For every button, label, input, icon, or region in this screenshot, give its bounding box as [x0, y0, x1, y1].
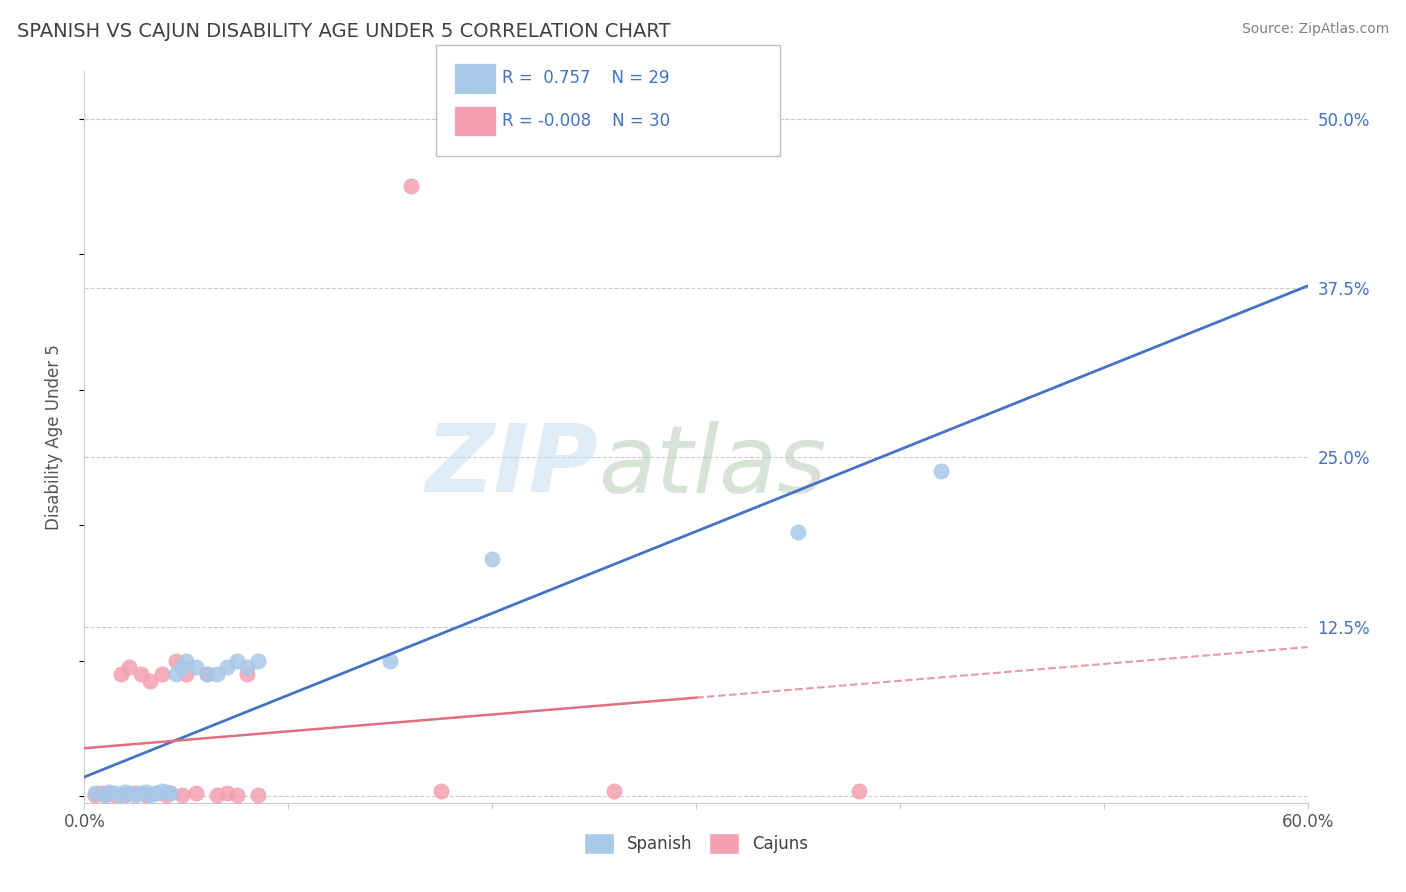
- Point: [205, 667, 228, 681]
- Point: [226, 654, 249, 668]
- Point: [165, 667, 187, 681]
- Point: [186, 660, 208, 674]
- Point: [138, 788, 160, 802]
- Point: [90, 786, 112, 800]
- Point: [131, 786, 153, 800]
- Point: [93, 788, 115, 802]
- Point: [83, 788, 105, 802]
- Point: [236, 660, 259, 674]
- Point: [481, 552, 503, 566]
- Point: [110, 667, 132, 681]
- Point: [118, 786, 141, 800]
- Point: [114, 785, 136, 799]
- Point: [246, 788, 269, 802]
- Text: R =  0.757    N = 29: R = 0.757 N = 29: [502, 70, 669, 87]
- Point: [226, 788, 249, 802]
- Text: atlas: atlas: [598, 421, 827, 512]
- Legend: Spanish, Cajuns: Spanish, Cajuns: [576, 827, 815, 860]
- Point: [155, 788, 177, 802]
- Point: [114, 788, 136, 802]
- Point: [145, 786, 167, 800]
- Point: [159, 786, 181, 800]
- Point: [186, 786, 208, 800]
- Point: [217, 660, 239, 674]
- Point: [787, 524, 810, 539]
- Point: [150, 667, 173, 681]
- Text: Source: ZipAtlas.com: Source: ZipAtlas.com: [1241, 22, 1389, 37]
- Point: [172, 788, 194, 802]
- Point: [104, 786, 127, 800]
- Point: [174, 654, 197, 668]
- Point: [124, 788, 146, 802]
- Point: [246, 654, 269, 668]
- Point: [124, 786, 146, 800]
- Point: [93, 788, 115, 802]
- Text: R = -0.008    N = 30: R = -0.008 N = 30: [502, 112, 671, 130]
- Point: [380, 654, 402, 668]
- Point: [848, 783, 870, 797]
- Point: [97, 786, 120, 800]
- Point: [399, 179, 422, 194]
- Point: [603, 783, 626, 797]
- Point: [430, 783, 453, 797]
- Point: [159, 786, 181, 800]
- Point: [135, 785, 157, 799]
- Point: [236, 667, 259, 681]
- Point: [110, 788, 132, 802]
- Text: SPANISH VS CAJUN DISABILITY AGE UNDER 5 CORRELATION CHART: SPANISH VS CAJUN DISABILITY AGE UNDER 5 …: [17, 22, 671, 41]
- Point: [118, 660, 141, 674]
- Point: [145, 786, 167, 800]
- Point: [104, 788, 127, 802]
- Text: ZIP: ZIP: [425, 420, 598, 512]
- Point: [131, 667, 153, 681]
- Point: [155, 785, 177, 799]
- Point: [195, 667, 218, 681]
- Point: [138, 673, 160, 688]
- Point: [205, 788, 228, 802]
- Point: [195, 667, 218, 681]
- Point: [165, 654, 187, 668]
- Point: [135, 788, 157, 802]
- Point: [150, 783, 173, 797]
- Point: [174, 667, 197, 681]
- Y-axis label: Disability Age Under 5: Disability Age Under 5: [45, 344, 63, 530]
- Point: [83, 786, 105, 800]
- Point: [217, 786, 239, 800]
- Point: [172, 660, 194, 674]
- Point: [97, 785, 120, 799]
- Point: [929, 464, 952, 478]
